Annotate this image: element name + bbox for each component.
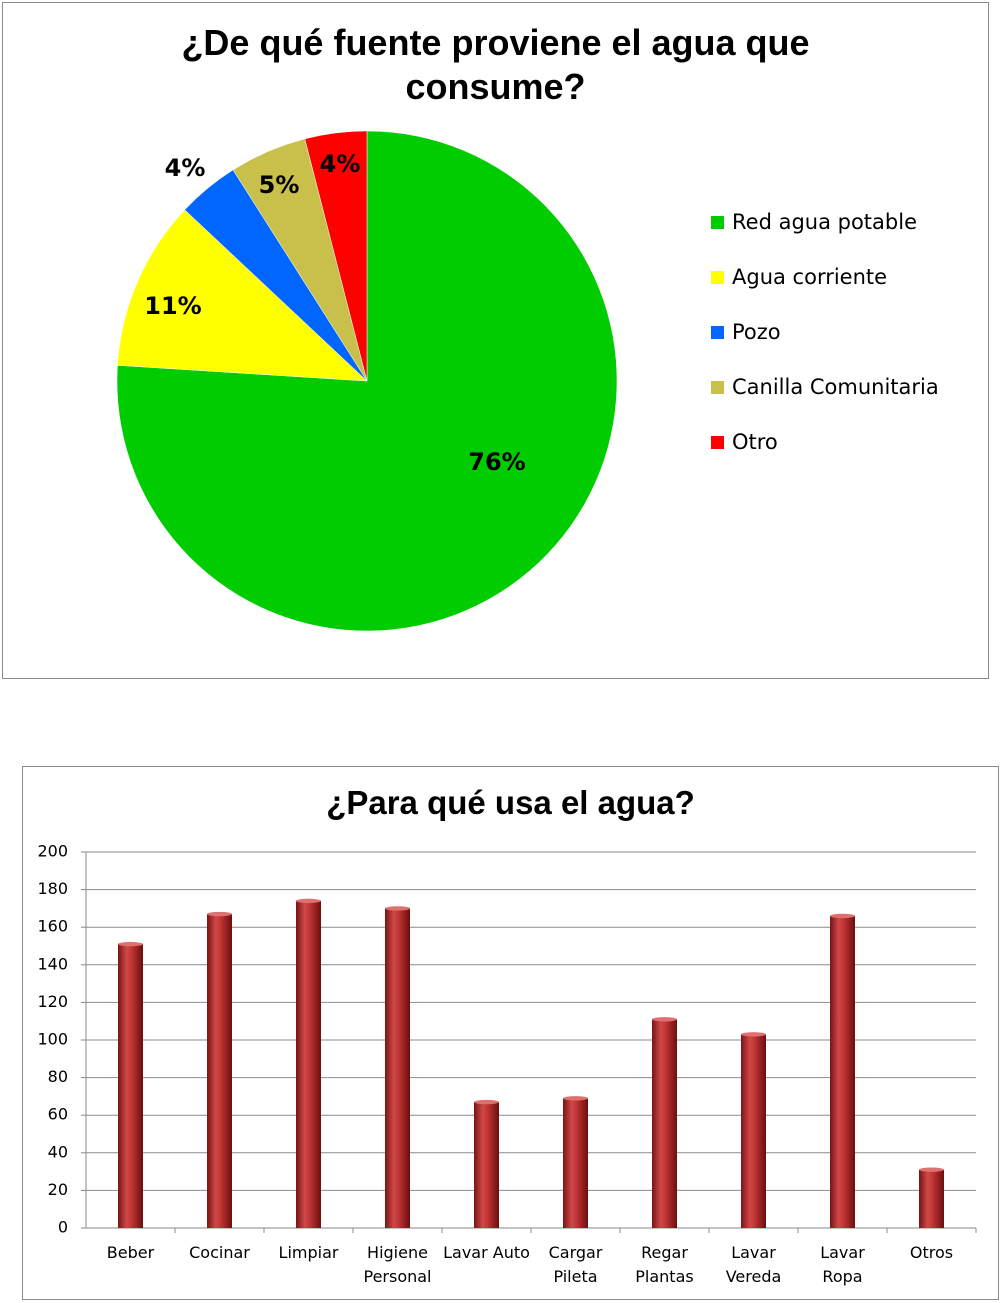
y-tick-label: 60 <box>48 1105 68 1124</box>
bar-y-axis: 0 20 40 60 80 100 120 140 160 180 200 <box>37 842 87 1237</box>
y-tick-label: 0 <box>58 1218 68 1237</box>
pie-label-red-agua-potable: 76% <box>468 448 525 476</box>
x-tick-label-lavar-auto: Lavar Auto <box>443 1243 530 1262</box>
bar-top-lavar-auto <box>474 1099 499 1105</box>
legend-swatch-red-agua-potable <box>711 216 724 229</box>
bar-lavar-vereda <box>741 1034 766 1228</box>
x-tick-label-limpiar: Limpiar <box>279 1243 339 1262</box>
x-tick-label-cocinar: Cocinar <box>189 1243 250 1262</box>
legend-label-pozo: Pozo <box>732 320 781 344</box>
y-tick-label: 40 <box>48 1142 68 1161</box>
pie-slice-agua-corriente <box>117 209 368 382</box>
bar-lavar-ropa <box>830 915 855 1228</box>
legend-label-agua-corriente: Agua corriente <box>732 265 887 289</box>
bar-chart-panel: ¿Para qué usa el agua? 0 20 40 60 80 100 120 14… <box>22 766 999 1300</box>
bar-top-higiene-personal <box>385 906 410 911</box>
y-tick-label: 140 <box>37 954 68 973</box>
x-tick-label-cargar-pileta: Cargar Pileta <box>549 1243 603 1286</box>
bar-top-cargar-pileta <box>563 1096 588 1101</box>
pie-chart-title: ¿De qué fuente proviene el agua que cons… <box>181 22 810 107</box>
bar-top-lavar-vereda <box>741 1032 766 1037</box>
bar-otros <box>919 1169 944 1228</box>
bar-series <box>118 898 944 1228</box>
x-tick-label-higiene-personal: Higiene Personal <box>363 1243 431 1286</box>
bar-top-beber <box>118 941 143 947</box>
pie-label-agua-corriente: 11% <box>144 292 201 320</box>
legend-swatch-otro <box>711 436 724 449</box>
pie-slice-otro <box>304 130 368 382</box>
y-tick-label: 100 <box>37 1030 68 1049</box>
x-tick-label-beber: Beber <box>107 1243 155 1262</box>
bar-chart-title: ¿Para qué usa el agua? <box>326 784 695 821</box>
y-tick-label: 180 <box>37 879 68 898</box>
legend-swatch-canilla-comunitaria <box>711 381 724 394</box>
pie-chart-panel: ¿De qué fuente proviene el agua que cons… <box>2 2 989 679</box>
bar-limpiar <box>296 900 321 1228</box>
bar-top-cocinar <box>207 911 232 917</box>
y-tick-label: 20 <box>48 1180 68 1199</box>
bar-top-regar-plantas <box>652 1017 677 1022</box>
bar-top-limpiar <box>296 898 321 904</box>
y-tick-label: 160 <box>37 917 68 936</box>
pie-label-canilla-comunitaria: 5% <box>259 171 300 199</box>
legend-label-red-agua-potable: Red agua potable <box>732 210 917 234</box>
pie-chart-canvas: 76% 11% 4% 5% 4% Red agua potable Agua corrien… <box>116 130 939 632</box>
bar-chart-canvas: 0 20 40 60 80 100 120 140 160 180 200 Beber Cocinar L… <box>37 842 977 1286</box>
legend-swatch-pozo <box>711 326 724 339</box>
x-tick-label-regar-plantas: Regar Plantas <box>635 1243 693 1286</box>
y-tick-label: 120 <box>37 992 68 1011</box>
x-tick-label-lavar-ropa: Lavar Ropa <box>820 1243 865 1286</box>
legend-label-otro: Otro <box>732 430 778 454</box>
pie-label-pozo: 4% <box>165 154 206 182</box>
legend-label-canilla-comunitaria: Canilla Comunitaria <box>732 375 939 399</box>
y-tick-label: 200 <box>37 842 68 861</box>
pie-label-otro: 4% <box>320 150 361 178</box>
x-tick-label-otros: Otros <box>910 1243 953 1262</box>
bar-lavar-auto <box>474 1102 499 1228</box>
y-tick-label: 80 <box>48 1067 68 1086</box>
bar-cargar-pileta <box>563 1098 588 1228</box>
legend-swatch-agua-corriente <box>711 271 724 284</box>
bar-regar-plantas <box>652 1019 677 1228</box>
bar-beber <box>118 944 143 1228</box>
pie-legend: Red agua potable Agua corriente Pozo Canill… <box>711 210 939 454</box>
bar-higiene-personal <box>385 908 410 1228</box>
bar-top-lavar-ropa <box>830 913 855 919</box>
bar-x-axis: Beber Cocinar Limpiar Higiene Personal Lavar … <box>81 1227 977 1286</box>
bar-cocinar <box>207 914 232 1228</box>
bar-top-otros <box>919 1167 944 1172</box>
x-tick-label-lavar-vereda: Lavar Vereda <box>726 1243 782 1286</box>
